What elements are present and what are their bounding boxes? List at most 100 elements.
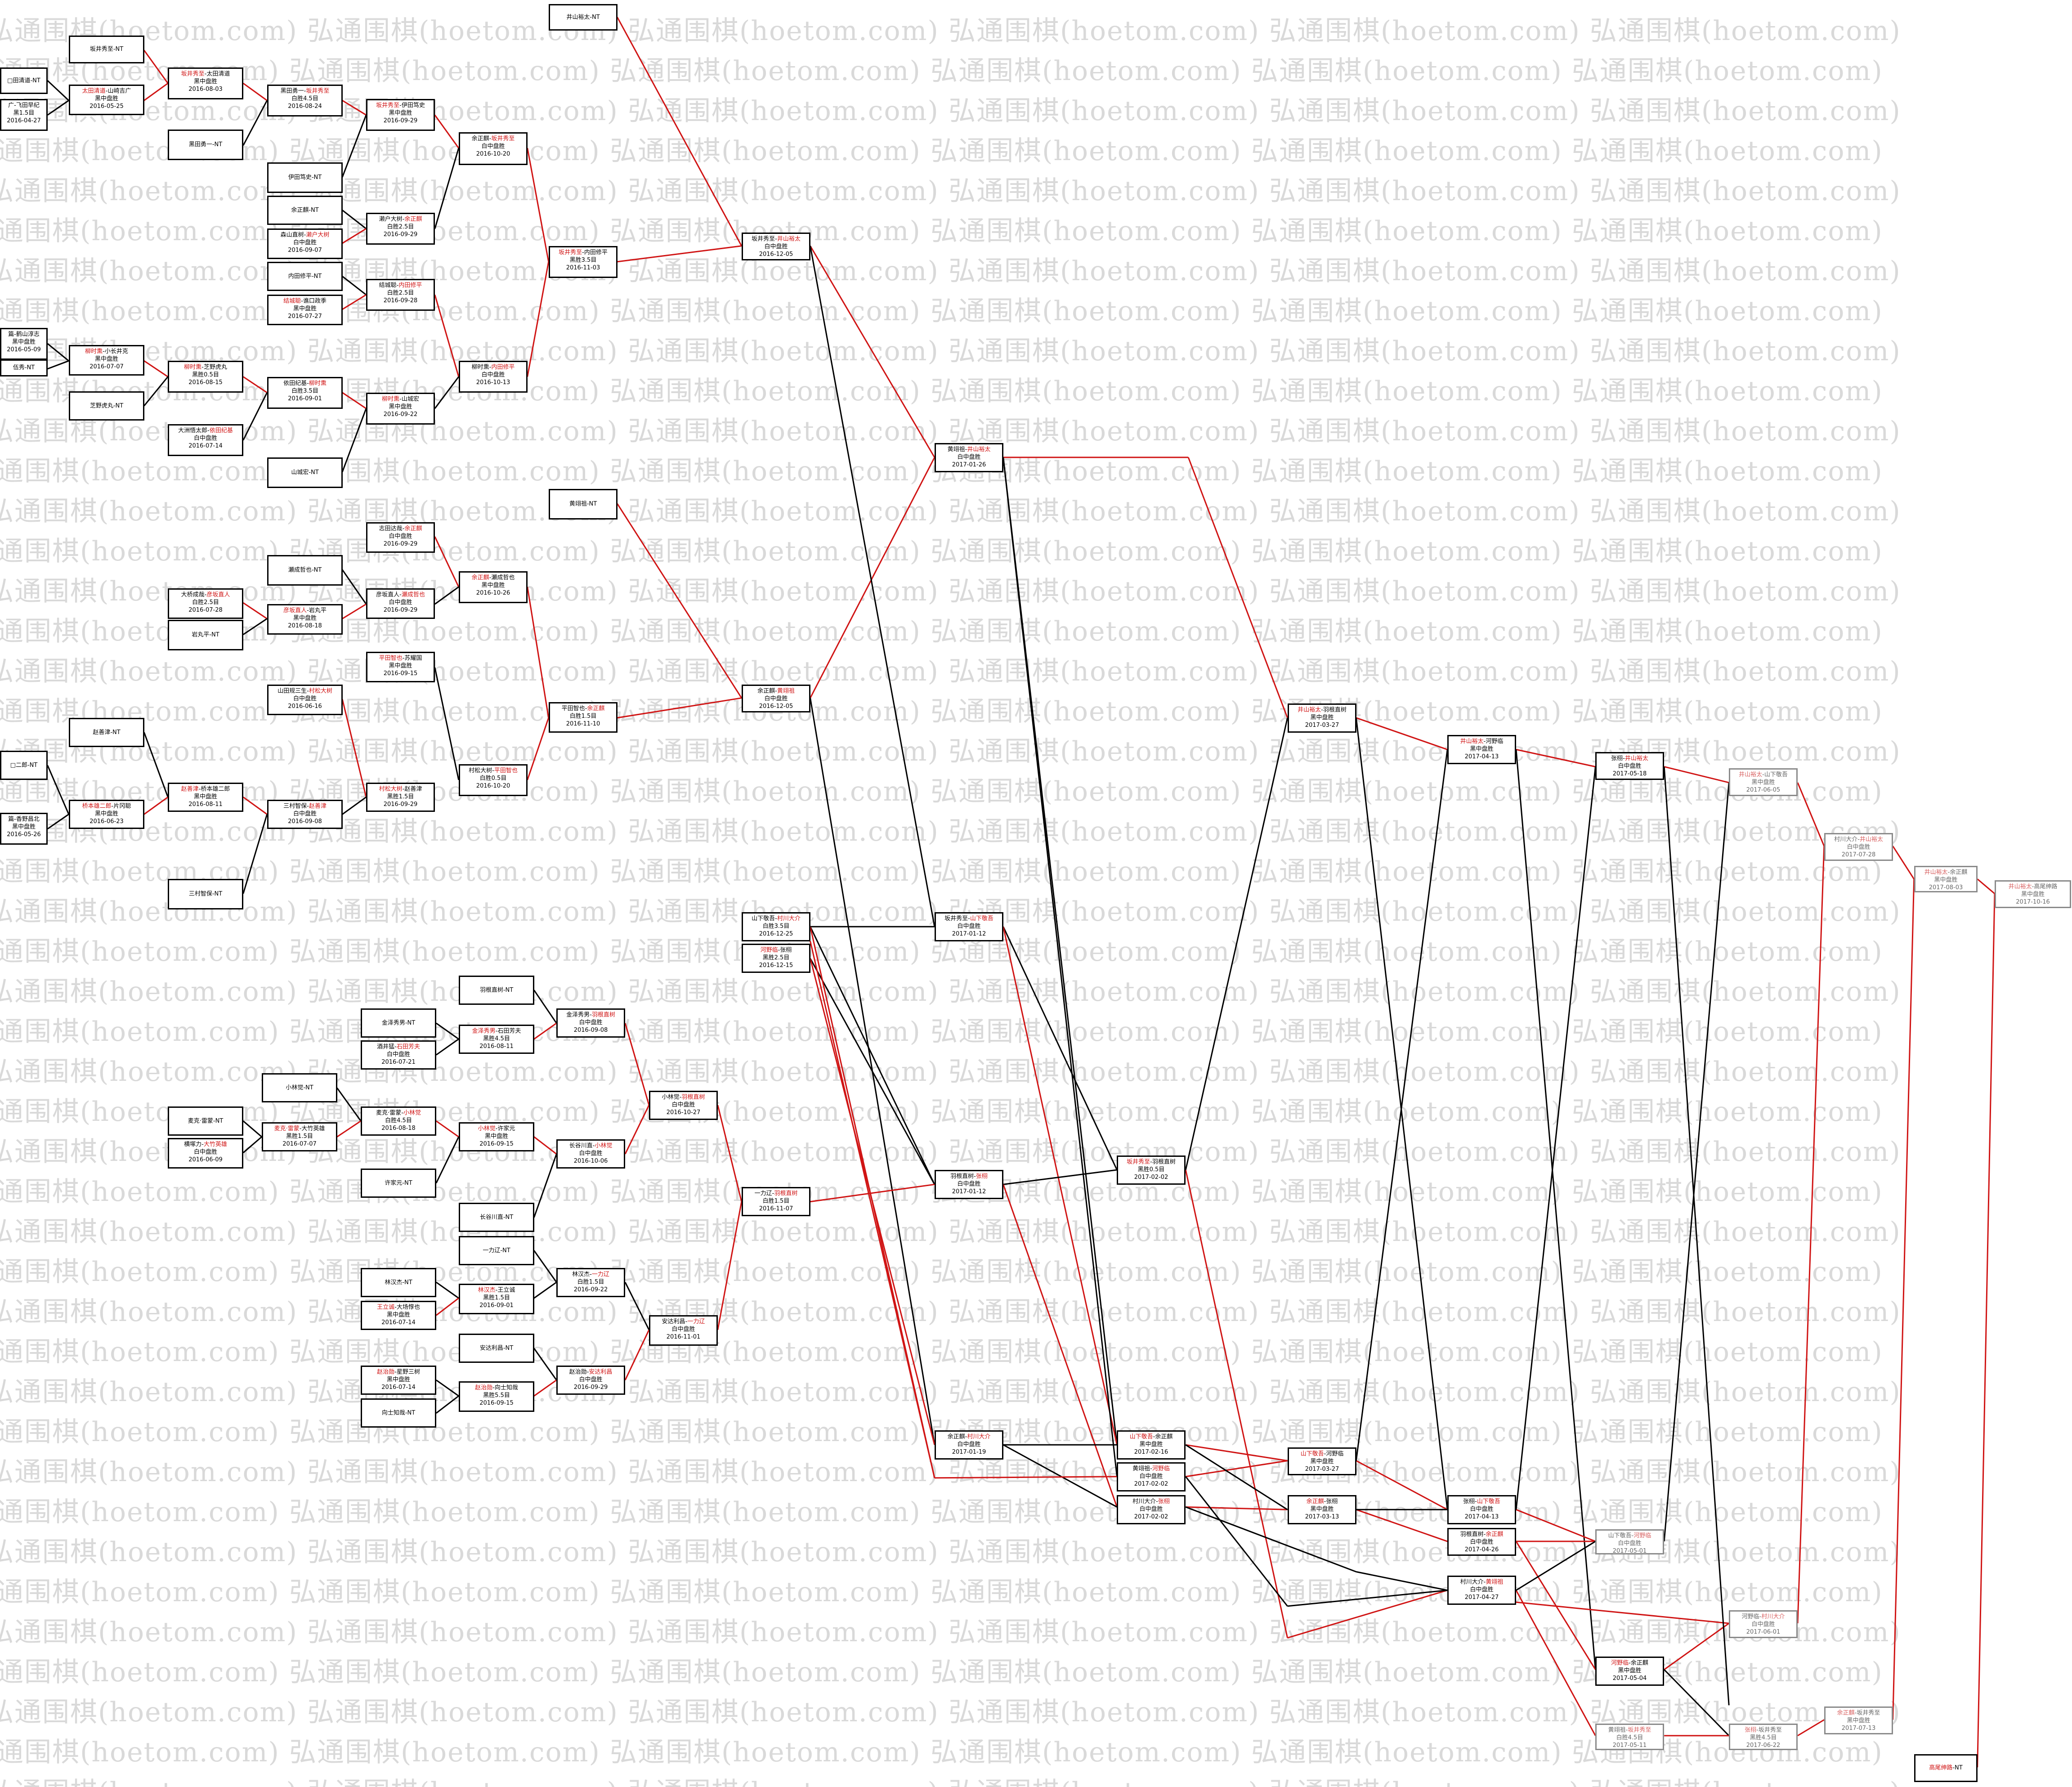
match-box[interactable]: 河野临-余正麒 黑中盘胜 2017-05-04 [1595, 1657, 1664, 1686]
match-box[interactable]: 林汉杰-一力辽 白胜1.5目 2016-09-22 [556, 1268, 625, 1297]
match-box[interactable]: 酒井猛-石田芳夫 白中盘胜 2016-07-21 [361, 1040, 436, 1070]
match-box[interactable]: 柳时熏-山城宏 黑中盘胜 2016-09-22 [366, 393, 435, 425]
match-box[interactable]: 高尾绅路-NT [1914, 1754, 1978, 1782]
match-box[interactable]: 一力辽-羽根直树 白胜1.5目 2016-11-07 [742, 1187, 810, 1216]
match-box[interactable]: 金泽秀男-石田芳夫 黑胜4.5目 2016-08-11 [459, 1025, 534, 1054]
match-box[interactable]: 坂井秀至-山下敬吾 白中盘胜 2017-01-12 [935, 912, 1003, 941]
match-box[interactable]: 伊田笃史-NT [267, 162, 343, 193]
match-box[interactable]: 小林觉-羽根直树 白中盘胜 2016-10-27 [649, 1091, 718, 1120]
match-box[interactable]: 安达利昌-一力辽 白中盘胜 2016-11-01 [649, 1315, 718, 1346]
match-box[interactable]: 余正麒-瀬成哲也 黑中盘胜 2016-10-26 [459, 571, 528, 603]
match-box[interactable]: 张栩-山下敬吾 白中盘胜 2017-04-13 [1447, 1495, 1516, 1524]
match-box[interactable]: 坂井秀至-伊田笃史 黑中盘胜 2016-09-29 [366, 99, 435, 131]
match-box[interactable]: 篇-鹤山淳志 黑中盘胜 2016-05-09 [0, 328, 48, 360]
match-box[interactable]: 平田智也-苏耀国 黑中盘胜 2016-09-15 [366, 652, 435, 682]
match-box[interactable]: 村川大介-张栩 白中盘胜 2017-02-02 [1117, 1495, 1186, 1524]
match-box[interactable]: 柳时熏-内田修平 白中盘胜 2016-10-13 [459, 361, 528, 393]
match-box[interactable]: 黄翊祖-河野临 白中盘胜 2017-02-02 [1117, 1462, 1186, 1491]
match-box[interactable]: 山下敬吾-河野临 黑中盘胜 2017-03-27 [1288, 1447, 1356, 1475]
match-box[interactable]: 大洲悟太郎-依田纪基 白中盘胜 2016-07-14 [168, 424, 243, 456]
match-box[interactable]: 麦克·雷蒙-小林觉 白胜4.5目 2016-08-18 [361, 1106, 436, 1136]
match-box[interactable]: 林汉杰-王立诚 黑胜1.5目 2016-09-01 [459, 1284, 534, 1314]
match-box[interactable]: 赵治勋-向士知哉 黑胜5.5目 2016-09-15 [459, 1381, 534, 1412]
match-box[interactable]: 村川大介-井山裕太 白中盘胜 2017-07-28 [1824, 833, 1893, 861]
match-box[interactable]: 张栩-坂井秀至 黑胜4.5目 2017-06-22 [1729, 1724, 1798, 1750]
match-box[interactable]: 一力辽-NT [459, 1236, 534, 1265]
match-box[interactable]: 坂井秀至-NT [69, 36, 144, 63]
match-box[interactable]: 井山裕太-河野临 黑中盘胜 2017-04-13 [1447, 735, 1516, 764]
match-box[interactable]: 村川大介-黄翊祖 白中盘胜 2017-04-27 [1447, 1576, 1516, 1605]
match-box[interactable]: 赵善津-NT [69, 718, 144, 747]
match-box[interactable]: □田清道-NT [0, 67, 48, 94]
match-box[interactable]: 赵治勋-星野三树 黑中盘胜 2016-07-14 [361, 1366, 436, 1395]
match-box[interactable]: 山城宏-NT [267, 457, 343, 488]
match-box[interactable]: 坂井秀至-井山裕太 白中盘胜 2016-12-05 [742, 233, 810, 260]
match-box[interactable]: 瀬成哲也-NT [267, 555, 343, 586]
match-box[interactable]: □二郎-NT [0, 751, 48, 780]
match-box[interactable]: 岩丸平-NT [168, 620, 243, 650]
match-box[interactable]: 黄翊祖-井山裕太 白中盘胜 2017-01-26 [935, 443, 1003, 472]
match-box[interactable]: 山田规三生-村松大树 白中盘胜 2016-06-16 [267, 685, 343, 715]
match-box[interactable]: 余正麒-黄翊祖 白中盘胜 2016-12-05 [742, 685, 810, 712]
match-box[interactable]: 山下敬吾-余正麒 黑中盘胜 2017-02-16 [1117, 1430, 1186, 1460]
match-box[interactable]: 羽根直树-NT [459, 976, 534, 1005]
match-box[interactable]: 长谷川直-小林觉 白中盘胜 2016-10-06 [556, 1139, 625, 1169]
match-box[interactable]: 井山裕太-山下敬吾 黑中盘胜 2017-06-05 [1729, 768, 1798, 796]
match-box[interactable]: 余正麒-坂井秀至 黑中盘胜 2017-07-13 [1824, 1706, 1893, 1734]
match-box[interactable]: 山下敬吾-村川大介 白胜3.5目 2016-12-25 [742, 912, 810, 941]
match-box[interactable]: 志田达哉-余正麒 白中盘胜 2016-09-29 [366, 522, 435, 553]
match-box[interactable]: 伍秀-NT [0, 359, 48, 376]
match-box[interactable]: 林汉杰-NT [361, 1268, 436, 1297]
match-box[interactable]: 黑田勇一-NT [168, 130, 243, 160]
match-box[interactable]: 结城聪-谯口政季 黑中盘胜 2016-07-27 [267, 295, 343, 325]
match-box[interactable]: 小林觉-许家元 黑中盘胜 2016-09-15 [459, 1122, 534, 1151]
match-box[interactable]: 余正麒-村川大介 白中盘胜 2017-01-19 [935, 1430, 1003, 1460]
match-box[interactable]: 长谷川直-NT [459, 1203, 534, 1232]
match-box[interactable]: 赵善津-桥本雄二郎 黑中盘胜 2016-08-11 [168, 783, 243, 812]
match-box[interactable]: 坂井秀至-内田修平 黑胜3.5目 2016-11-03 [549, 246, 618, 278]
match-box[interactable]: 井山裕太-高尾绅路 黑中盘胜 2017-10-16 [1995, 880, 2071, 908]
match-box[interactable]: 安达利昌-NT [459, 1334, 534, 1363]
match-box[interactable]: 依田纪基-柳时熏 白胜3.5目 2016-09-01 [267, 377, 343, 409]
match-box[interactable]: 坂井秀至-羽根直树 黑胜0.5目 2017-02-02 [1117, 1156, 1186, 1185]
match-box[interactable]: 金泽秀男-NT [361, 1008, 436, 1038]
match-box[interactable]: 芝野虎丸-NT [69, 391, 144, 421]
match-box[interactable]: 余正麒-坂井秀至 白中盘胜 2016-10-20 [459, 132, 528, 165]
match-box[interactable]: 坂井秀至-太田清道 黑中盘胜 2016-08-03 [168, 67, 243, 99]
match-box[interactable]: 山下敬吾-河野临 白中盘胜 2017-05-01 [1595, 1529, 1664, 1554]
match-box[interactable]: 结城聪-内田修平 白胜2.5目 2016-09-28 [366, 279, 435, 311]
match-box[interactable]: 余正麒-NT [267, 196, 343, 225]
match-box[interactable]: 太田清道-山崎吉广 黑中盘胜 2016-05-25 [69, 85, 144, 115]
match-box[interactable]: 濑户大树-余正麒 白胜2.5目 2016-09-29 [366, 213, 435, 245]
match-box[interactable]: 井山裕太-NT [549, 4, 618, 31]
match-box[interactable]: 羽根直树-余正麒 白中盘胜 2017-04-26 [1447, 1528, 1516, 1556]
match-box[interactable]: 张栩-井山裕太 白中盘胜 2017-05-18 [1595, 752, 1664, 780]
match-box[interactable]: 三村智保-NT [168, 879, 243, 909]
match-box[interactable]: 柳时熏-小长井克 黑中盘胜 2016-07-07 [69, 345, 144, 376]
match-box[interactable]: 柳时熏-芝野虎丸 黑胜0.5目 2016-08-15 [168, 361, 243, 393]
match-box[interactable]: 横塚力-大竹英雄 白中盘胜 2016-06-09 [168, 1138, 243, 1169]
match-box[interactable]: 桥本雄二郎-片冈聪 黑中盘胜 2016-06-23 [69, 800, 144, 829]
match-box[interactable]: 村松大树-赵善津 黑胜1.5目 2016-09-29 [366, 783, 435, 812]
match-box[interactable]: 黄翊祖-坂井秀至 白胜4.5目 2017-05-11 [1595, 1724, 1664, 1750]
match-box[interactable]: 大桥成哉-彦坂直人 白胜2.5目 2016-07-28 [168, 588, 243, 619]
match-box[interactable]: 金泽秀男-羽根直树 白中盘胜 2016-09-08 [556, 1008, 625, 1038]
match-box[interactable]: 森山直树-濑户大树 白中盘胜 2016-09-07 [267, 228, 343, 259]
match-box[interactable]: 向士知哉-NT [361, 1398, 436, 1428]
match-box[interactable]: 彦坂直人-瀬成哲也 白中盘胜 2016-09-29 [366, 588, 435, 619]
match-box[interactable]: 麦克·雷蒙-NT [168, 1106, 243, 1136]
match-box[interactable]: 河野临-村川大介 白中盘胜 2017-06-01 [1729, 1610, 1798, 1638]
match-box[interactable]: 内田修平-NT [267, 262, 343, 291]
match-box[interactable]: 羽根直树-张栩 白中盘胜 2017-01-12 [935, 1170, 1003, 1199]
match-box[interactable]: 村松大树-平田智也 白胜0.5目 2016-10-20 [459, 764, 528, 796]
match-box[interactable]: 黑田勇一-坂井秀至 白胜4.5目 2016-08-24 [267, 85, 343, 116]
match-box[interactable]: 平田智也-余正麒 白胜1.5目 2016-11-10 [549, 702, 618, 733]
match-box[interactable]: 井山裕太-羽根直树 黑中盘胜 2017-03-27 [1288, 703, 1356, 733]
match-box[interactable]: 井山裕太-余正麒 黑中盘胜 2017-08-03 [1914, 866, 1978, 892]
match-box[interactable]: 彦坂直人-岩丸平 黑中盘胜 2016-08-18 [267, 604, 343, 635]
match-box[interactable]: 黄翊祖-NT [549, 489, 618, 520]
match-box[interactable]: 许家元-NT [361, 1169, 436, 1198]
match-box[interactable]: 三村智保-赵善津 白中盘胜 2016-09-08 [267, 800, 343, 829]
match-box[interactable]: 篇-香野昌北 黑中盘胜 2016-05-26 [0, 813, 48, 845]
match-box[interactable]: 余正麒-张栩 黑中盘胜 2017-03-13 [1288, 1495, 1356, 1524]
